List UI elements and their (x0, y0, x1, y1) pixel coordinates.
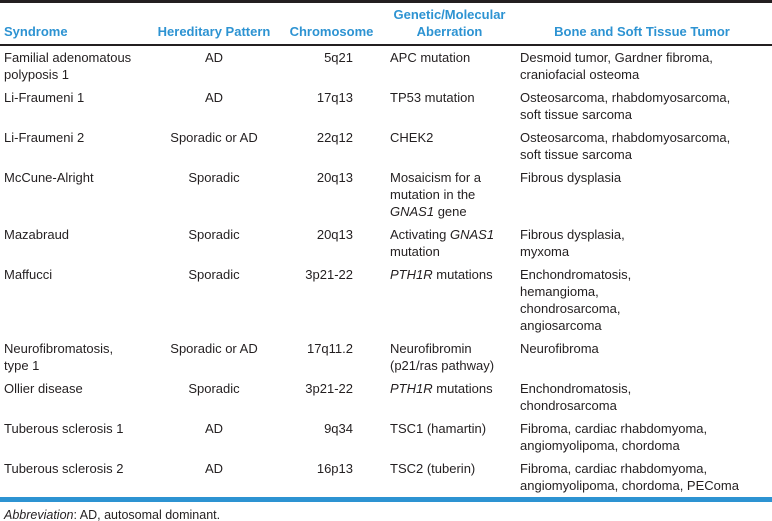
cell-syndrome: Ollier disease (4, 381, 83, 396)
table-row: Tuberous sclerosis 2 AD 16p13 TSC2 (tuberin… (0, 457, 772, 497)
cell-aberration: TSC2 (tuberin) (390, 461, 476, 476)
cell-aberration: Mosaicism for a mutation in the GNAS1 ge… (390, 170, 482, 219)
abbreviation-footnote: Abbreviation: AD, autosomal dominant. (0, 502, 772, 521)
table-row: Neurofibromatosis, type 1 Sporadic or AD 1… (0, 337, 772, 377)
table-row: Tuberous sclerosis 1 AD 9q34 TSC1 (hamartin… (0, 417, 772, 457)
column-header-chromosome: Chromosome (276, 3, 387, 46)
table-row: Mazabraud Sporadic 20q13 Activating GNAS1 m… (0, 223, 772, 263)
cell-tumor: Fibroma, cardiac rhabdomyoma, angiomyoli… (520, 421, 708, 453)
cell-chromosome: 17q11.2 (306, 341, 353, 356)
cell-hereditary-pattern: Sporadic (188, 170, 240, 185)
cell-aberration: TP53 mutation (390, 90, 475, 105)
cell-tumor: Enchondromatosis, chondrosarcoma (520, 381, 632, 413)
header-row: Syndrome Hereditary Pattern Chromosome G… (0, 3, 772, 46)
cell-syndrome: Li-Fraumeni 2 (4, 130, 85, 145)
cell-hereditary-pattern: Sporadic (188, 381, 240, 396)
cell-chromosome: 3p21-22 (305, 267, 353, 282)
table-body: Familial adenomatous polyposis 1 AD 5q21 AP… (0, 45, 772, 497)
cell-chromosome: 5q21 (324, 50, 353, 65)
cell-chromosome: 17q13 (316, 90, 353, 105)
column-header-tumor: Bone and Soft Tissue Tumor (512, 3, 772, 46)
cell-aberration: PTH1R mutations (390, 381, 493, 396)
table-row: McCune-Alright Sporadic 20q13 Mosaicism for… (0, 166, 772, 223)
cell-hereditary-pattern: AD (204, 50, 224, 65)
table-row: Maffucci Sporadic 3p21-22 PTH1R mutations En… (0, 263, 772, 337)
cell-tumor: Desmoid tumor, Gardner fibroma, craniofa… (520, 50, 713, 82)
cell-aberration: Activating GNAS1 mutation (390, 227, 495, 259)
table-header: Syndrome Hereditary Pattern Chromosome G… (0, 3, 772, 46)
cell-aberration: APC mutation (390, 50, 471, 65)
cell-syndrome: Tuberous sclerosis 2 (4, 461, 124, 476)
cell-tumor: Enchondromatosis, hemangioma, chondrosar… (520, 267, 632, 333)
abbreviation-text: : AD, autosomal dominant. (73, 508, 221, 521)
cell-syndrome: Li-Fraumeni 1 (4, 90, 85, 105)
table-row: Li-Fraumeni 2 Sporadic or AD 22q12 CHEK2 Ost… (0, 126, 772, 166)
table-row: Li-Fraumeni 1 AD 17q13 TP53 mutation Osteosa… (0, 86, 772, 126)
cell-hereditary-pattern: Sporadic (188, 227, 240, 242)
cell-aberration: TSC1 (hamartin) (390, 421, 487, 436)
cell-syndrome: Tuberous sclerosis 1 (4, 421, 124, 436)
cell-chromosome: 16p13 (316, 461, 353, 476)
column-header-hereditary-pattern: Hereditary Pattern (152, 3, 276, 46)
cell-tumor: Fibrous dysplasia, myxoma (520, 227, 625, 259)
cell-chromosome: 22q12 (316, 130, 353, 145)
cell-tumor: Osteosarcoma, rhabdomyosarcoma, soft tis… (520, 130, 731, 162)
cell-syndrome: Mazabraud (4, 227, 70, 242)
cell-chromosome: 20q13 (316, 170, 353, 185)
column-header-aberration: Genetic/Molecular Aberration (387, 3, 512, 46)
cell-chromosome: 3p21-22 (305, 381, 353, 396)
cell-hereditary-pattern: Sporadic (188, 267, 240, 282)
cell-hereditary-pattern: AD (204, 421, 224, 436)
cell-tumor: Neurofibroma (520, 341, 599, 356)
table-row: Familial adenomatous polyposis 1 AD 5q21 AP… (0, 45, 772, 86)
cell-syndrome: Maffucci (4, 267, 53, 282)
top-rule (0, 0, 772, 3)
table-row: Ollier disease Sporadic 3p21-22 PTH1R mutat… (0, 377, 772, 417)
cell-syndrome: Neurofibromatosis, type 1 (4, 341, 114, 373)
bottom-rule (0, 497, 772, 502)
cell-tumor: Fibrous dysplasia (520, 170, 622, 185)
cell-tumor: Osteosarcoma, rhabdomyosarcoma, soft tis… (520, 90, 731, 122)
cell-hereditary-pattern: Sporadic or AD (170, 130, 258, 145)
cell-aberration: Neurofibromin (p21/ras pathway) (390, 341, 495, 373)
cell-chromosome: 20q13 (316, 227, 353, 242)
cell-hereditary-pattern: AD (204, 90, 224, 105)
cell-chromosome: 9q34 (324, 421, 353, 436)
cell-syndrome: Familial adenomatous polyposis 1 (4, 50, 132, 82)
cell-aberration: CHEK2 (390, 130, 434, 145)
cell-hereditary-pattern: AD (204, 461, 224, 476)
column-header-syndrome: Syndrome (0, 3, 152, 46)
cell-aberration: PTH1R mutations (390, 267, 493, 282)
abbreviation-label: Abbreviation (4, 508, 74, 521)
cell-syndrome: McCune-Alright (4, 170, 94, 185)
cell-hereditary-pattern: Sporadic or AD (170, 341, 258, 356)
cell-tumor: Fibroma, cardiac rhabdomyoma, angiomyoli… (520, 461, 739, 493)
syndrome-table: Syndrome Hereditary Pattern Chromosome G… (0, 3, 772, 497)
